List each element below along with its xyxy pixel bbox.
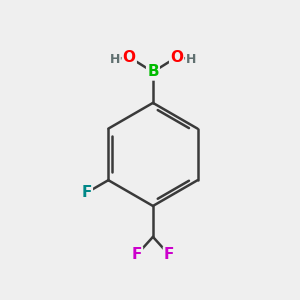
Text: F: F (132, 247, 142, 262)
Text: H: H (186, 53, 196, 66)
Text: O: O (170, 50, 183, 64)
Text: O: O (123, 50, 136, 64)
Text: H: H (110, 53, 120, 66)
Text: F: F (164, 247, 174, 262)
Text: B: B (147, 64, 159, 80)
Text: F: F (82, 185, 92, 200)
